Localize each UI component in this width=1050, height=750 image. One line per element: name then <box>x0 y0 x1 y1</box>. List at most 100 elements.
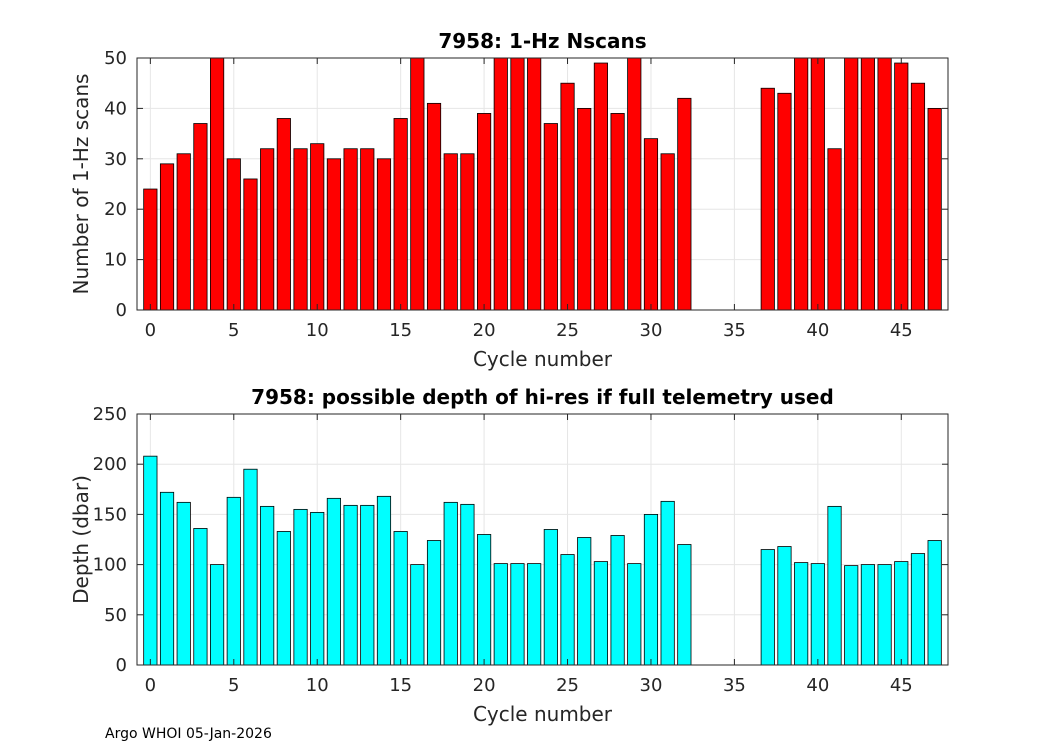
x-tick-label: 0 <box>145 320 156 341</box>
y-tick-label: 10 <box>104 250 127 271</box>
bar <box>910 82 926 311</box>
bar <box>176 501 191 666</box>
y-tick-label: 0 <box>116 300 127 321</box>
bar <box>210 57 225 311</box>
bar <box>577 108 592 311</box>
bar <box>510 57 525 311</box>
bar <box>794 57 809 311</box>
bar <box>844 565 859 666</box>
bar <box>293 148 308 311</box>
bar <box>226 496 241 666</box>
bar <box>543 123 558 311</box>
x-tick-label: 15 <box>389 320 412 341</box>
bar <box>410 57 425 311</box>
footer-stamp: Argo WHOI 05-Jan-2026 <box>105 726 272 742</box>
bar <box>243 178 258 311</box>
bar <box>527 563 542 666</box>
x-tick-label: 40 <box>806 320 829 341</box>
y-tick-label: 0 <box>116 655 127 676</box>
x-tick-label: 0 <box>145 675 156 696</box>
x-tick-label: 25 <box>556 675 579 696</box>
x-tick-label: 20 <box>473 675 496 696</box>
bar <box>310 511 325 666</box>
bar <box>460 503 475 666</box>
y-tick-label: 40 <box>104 98 127 119</box>
plot-area <box>137 58 948 310</box>
y-tick-label: 20 <box>104 199 127 220</box>
bar <box>260 148 275 311</box>
x-tick-label: 5 <box>228 675 239 696</box>
bar <box>877 564 892 666</box>
x-tick-label: 15 <box>389 675 412 696</box>
bar <box>243 468 258 666</box>
y-tick-label: 250 <box>93 404 127 425</box>
bar <box>343 148 358 311</box>
bar <box>143 455 158 666</box>
y-tick-label: 50 <box>104 605 127 626</box>
bar <box>310 143 325 311</box>
bar <box>360 148 375 311</box>
bar <box>610 113 625 311</box>
bar <box>343 504 358 666</box>
bar <box>660 500 675 666</box>
x-axis-label: Cycle number <box>473 702 613 726</box>
bar <box>477 113 492 311</box>
bar <box>360 504 375 666</box>
axes-frame <box>136 57 949 311</box>
x-tick-label: 45 <box>890 675 913 696</box>
bar <box>827 148 842 311</box>
x-tick-label: 20 <box>473 320 496 341</box>
bar <box>393 531 408 666</box>
bar <box>777 546 792 666</box>
chart-1: 0 5 10 15 20 25 30 35 40 45 0 10 20 30 40 50 7958: 1-Hz … <box>69 29 949 371</box>
axes-frame <box>136 413 949 666</box>
bar <box>527 57 542 311</box>
bar <box>543 529 558 666</box>
bar <box>493 563 508 666</box>
bar <box>376 495 392 666</box>
y-axis-label: Depth (dbar) <box>69 475 93 604</box>
bar <box>510 563 525 666</box>
bar <box>493 57 508 311</box>
bar <box>210 564 225 666</box>
y-axis-label: Number of 1-Hz scans <box>69 74 93 295</box>
bar <box>159 163 175 311</box>
bar <box>660 153 675 311</box>
y-tick-label: 50 <box>104 48 127 69</box>
bar <box>827 505 842 666</box>
x-tick-label: 35 <box>723 675 746 696</box>
bar <box>810 57 825 311</box>
bar <box>326 158 341 311</box>
bar <box>927 540 942 666</box>
x-tick-label: 25 <box>556 320 579 341</box>
bar <box>894 62 909 311</box>
chart-title: 7958: 1-Hz Nscans <box>438 29 646 53</box>
bar <box>627 57 642 311</box>
x-tick-label: 30 <box>640 320 663 341</box>
x-tick-label: 45 <box>890 320 913 341</box>
bar <box>643 138 659 311</box>
bar <box>276 118 291 311</box>
bar <box>894 561 909 666</box>
bar <box>226 158 241 311</box>
bar <box>426 540 442 666</box>
bar <box>193 123 208 311</box>
bar <box>293 508 308 666</box>
bar <box>643 514 659 666</box>
bar <box>443 501 458 666</box>
x-tick-label: 35 <box>723 320 746 341</box>
bar <box>560 82 575 311</box>
x-tick-label: 5 <box>228 320 239 341</box>
bar <box>560 554 575 666</box>
x-tick-label: 10 <box>306 675 329 696</box>
bar <box>577 537 592 666</box>
bar <box>176 153 191 311</box>
bar <box>844 57 859 311</box>
bar <box>777 92 792 311</box>
bar <box>260 505 275 666</box>
chart-2: 0 5 10 15 20 25 30 35 40 45 0 50 100 150 200 250 7958: p… <box>69 385 949 726</box>
bar <box>376 158 392 311</box>
bar <box>426 102 442 311</box>
chart-title: 7958: possible depth of hi-res if full t… <box>251 385 834 409</box>
